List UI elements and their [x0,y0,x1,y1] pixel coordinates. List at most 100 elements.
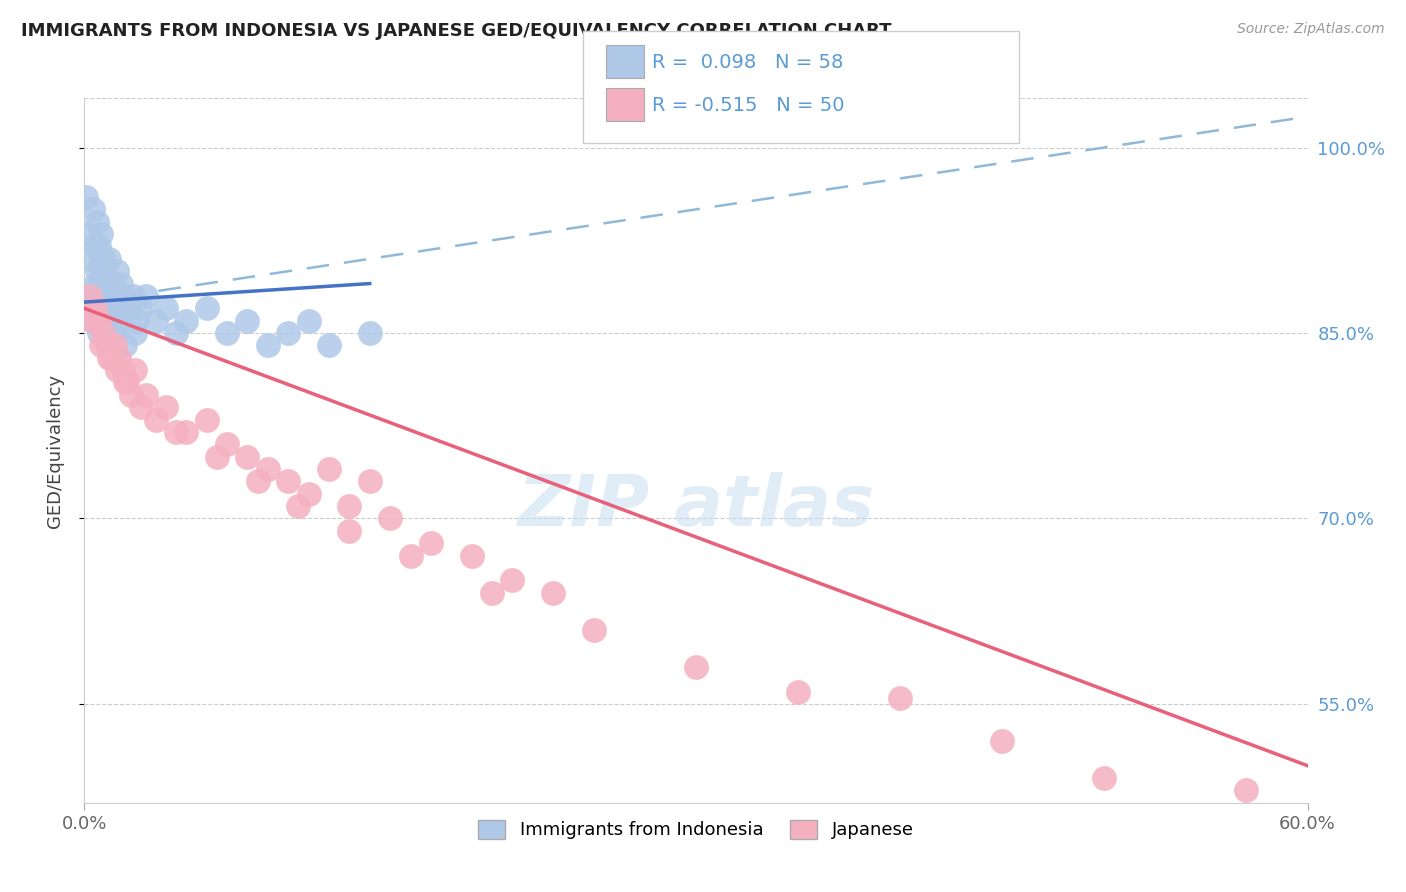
Point [97,289,120,303]
Point [165,425,187,439]
Point [91,252,114,266]
Point [110,313,132,327]
Point [135,388,157,402]
Point [87,277,110,291]
Point [87,239,110,253]
Point [1092,771,1115,785]
Point [108,351,131,365]
Point [246,475,269,489]
Point [889,690,911,705]
Point [93,301,115,316]
Point [90,313,112,327]
Point [96,277,118,291]
Point [79,289,101,303]
Text: R =  0.098   N = 58: R = 0.098 N = 58 [652,53,844,72]
Point [105,264,128,278]
Legend: Immigrants from Indonesia, Japanese: Immigrants from Indonesia, Japanese [471,813,921,847]
Point [91,289,114,303]
Point [131,400,153,414]
Point [97,252,120,266]
Point [79,252,101,266]
Point [93,289,115,303]
Point [174,313,197,327]
Point [298,487,321,501]
Point [104,301,127,316]
Point [287,499,309,513]
Point [339,524,361,538]
Point [420,536,443,550]
Point [101,326,124,340]
Point [257,338,280,352]
Point [82,313,104,327]
Point [124,363,146,377]
Point [93,264,115,278]
Text: IMMIGRANTS FROM INDONESIA VS JAPANESE GED/EQUIVALENCY CORRELATION CHART: IMMIGRANTS FROM INDONESIA VS JAPANESE GE… [21,22,891,40]
Point [90,227,112,241]
Point [100,351,122,365]
Point [83,289,105,303]
Point [97,351,120,365]
Point [83,239,105,253]
Point [277,326,299,340]
Point [118,301,141,316]
Y-axis label: GED/Equivalency: GED/Equivalency [45,374,63,527]
Point [145,313,167,327]
Point [685,660,707,674]
Point [75,190,97,204]
Point [543,585,565,599]
Point [277,475,299,489]
Point [298,313,321,327]
Point [131,301,153,316]
Point [87,313,110,327]
Point [217,326,239,340]
Point [82,202,104,217]
Point [236,313,259,327]
Point [122,289,145,303]
Point [101,277,124,291]
Point [90,252,112,266]
Text: ZIP atlas: ZIP atlas [517,473,875,541]
Point [359,475,381,489]
Point [120,388,142,402]
Point [339,499,361,513]
Point [787,684,810,698]
Point [481,585,503,599]
Point [236,450,259,464]
Point [380,511,402,525]
Point [461,549,484,563]
Point [318,462,340,476]
Point [108,289,131,303]
Point [112,363,135,377]
Point [112,301,135,316]
Point [115,376,138,390]
Point [87,326,110,340]
Point [86,264,108,278]
Point [205,450,228,464]
Point [114,289,136,303]
Point [257,462,280,476]
Point [135,289,157,303]
Point [195,301,218,316]
Point [127,313,149,327]
Point [114,338,136,352]
Point [83,301,105,316]
Point [86,215,108,229]
Point [96,338,118,352]
Point [991,734,1014,748]
Point [217,437,239,451]
Point [195,412,218,426]
Point [145,412,167,426]
Point [91,264,114,278]
Point [105,301,128,316]
Point [174,425,197,439]
Point [79,289,101,303]
Point [502,574,524,588]
Point [359,326,381,340]
Point [318,338,340,352]
Point [124,326,146,340]
Point [91,326,114,340]
Point [399,549,422,563]
Point [155,400,177,414]
Text: R = -0.515   N = 50: R = -0.515 N = 50 [652,95,845,115]
Point [83,277,105,291]
